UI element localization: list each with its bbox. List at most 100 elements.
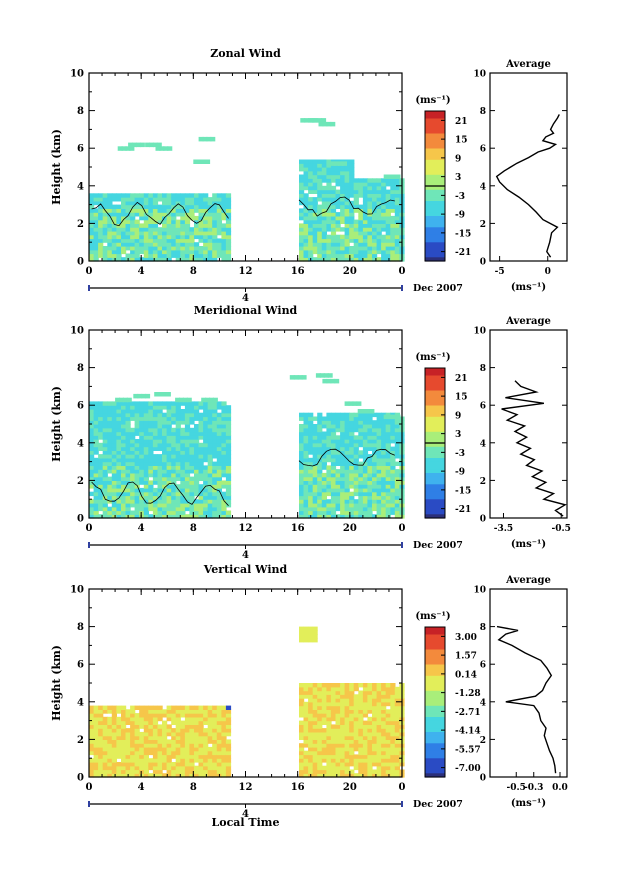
heatmap-cell xyxy=(162,420,168,425)
heatmap-cell xyxy=(166,728,172,733)
heatmap-cell xyxy=(335,200,341,206)
heatmap-cell xyxy=(180,731,186,737)
heatmap-cell xyxy=(340,257,346,262)
heatmap-cell xyxy=(130,246,136,251)
heatmap-cell xyxy=(166,409,172,414)
heatmap-cell xyxy=(162,234,168,240)
heatmap-cell xyxy=(116,503,122,508)
heatmap-cell xyxy=(125,739,131,744)
heatmap-cell xyxy=(143,431,149,436)
heatmap-cell xyxy=(303,249,309,255)
heatmap-cell xyxy=(189,446,195,451)
heatmap-cell xyxy=(121,215,127,221)
heatmap-cell xyxy=(157,246,163,251)
heatmap-cell xyxy=(312,503,318,508)
heatmap-cell xyxy=(194,491,200,497)
heatmap-cell xyxy=(372,439,378,444)
heatmap-cell xyxy=(121,773,127,778)
heatmap-cell xyxy=(381,234,387,240)
heatmap-cell xyxy=(299,450,305,455)
heatmap-cell xyxy=(212,720,218,725)
heatmap-cell xyxy=(203,416,209,421)
heatmap-cell xyxy=(212,724,218,729)
heatmap-cell xyxy=(93,435,99,440)
heatmap-cell xyxy=(344,227,350,232)
heatmap-cell xyxy=(221,499,227,504)
heatmap-cell xyxy=(152,758,159,763)
heatmap-cell xyxy=(390,424,396,429)
heatmap-cell xyxy=(145,142,151,148)
chart-title: Vertical Wind xyxy=(203,563,288,576)
heatmap-cell xyxy=(166,234,172,240)
heatmap-cell xyxy=(116,450,122,455)
heatmap-cell xyxy=(326,159,332,164)
heatmap-cell xyxy=(376,450,382,455)
heatmap-cell xyxy=(362,758,369,763)
heatmap-cell xyxy=(344,716,350,722)
heatmap-cell xyxy=(394,709,400,714)
heatmap-cell xyxy=(353,731,359,737)
heatmap-cell xyxy=(98,765,104,771)
heatmap-cell xyxy=(303,416,309,421)
heatmap-cell xyxy=(303,476,309,481)
heatmap-cell xyxy=(390,743,396,748)
heatmap-cell xyxy=(89,424,95,429)
heatmap-cell xyxy=(358,694,364,699)
heatmap-cell xyxy=(175,427,181,433)
heatmap-cell xyxy=(98,200,104,206)
heatmap-cell xyxy=(340,189,346,194)
heatmap-cell xyxy=(125,762,131,767)
heatmap-cell xyxy=(335,720,341,725)
heatmap-cell xyxy=(130,208,136,213)
colorbar-swatch xyxy=(425,208,445,213)
colorbar-swatch xyxy=(425,216,445,221)
heatmap-cell xyxy=(330,450,337,455)
heatmap-cell xyxy=(353,716,359,722)
heatmap-cell xyxy=(299,457,305,463)
heatmap-cell xyxy=(102,514,108,519)
heatmap-cell xyxy=(166,765,172,771)
heatmap-cell xyxy=(358,427,364,433)
heatmap-cell xyxy=(198,253,204,258)
heatmap-cell xyxy=(189,457,195,463)
heatmap-cell xyxy=(98,465,104,470)
average-x-tick-label: -0.3 xyxy=(524,783,543,793)
heatmap-cell xyxy=(335,182,341,187)
heatmap-cell xyxy=(111,409,117,414)
heatmap-cell xyxy=(166,491,172,497)
heatmap-cell xyxy=(143,499,149,504)
heatmap-cell xyxy=(175,743,181,748)
heatmap-cell xyxy=(107,724,113,729)
heatmap-cell xyxy=(225,457,232,463)
heatmap-cell xyxy=(139,442,145,448)
x-tick-label: 12 xyxy=(239,266,253,277)
heatmap-cell xyxy=(372,223,378,228)
heatmap-cell xyxy=(289,375,295,380)
heatmap-cell xyxy=(340,683,346,688)
heatmap-cell xyxy=(212,215,218,221)
heatmap-cell xyxy=(139,510,145,515)
heatmap-cell xyxy=(349,713,355,718)
heatmap-cell xyxy=(381,204,387,209)
heatmap-cell xyxy=(299,197,305,202)
heatmap-cell xyxy=(107,762,113,767)
heatmap-cell xyxy=(89,439,95,444)
heatmap-cell xyxy=(107,731,113,737)
heatmap-cell xyxy=(93,242,99,247)
colorbar-tick-label: -9 xyxy=(455,468,465,478)
heatmap-cell xyxy=(166,746,172,752)
average-frame xyxy=(489,329,568,519)
heatmap-cell xyxy=(98,735,104,740)
heatmap-cell xyxy=(381,238,387,243)
heatmap-cell xyxy=(362,193,369,198)
heatmap-cell xyxy=(166,739,172,744)
heatmap-cell xyxy=(121,758,127,763)
heatmap-cell xyxy=(335,193,341,198)
heatmap-cell xyxy=(358,212,364,217)
heatmap-cell xyxy=(349,758,355,763)
heatmap-cell xyxy=(166,427,172,433)
heatmap-cell xyxy=(349,230,355,236)
heatmap-cell xyxy=(107,754,113,759)
heatmap-cell xyxy=(376,758,382,763)
